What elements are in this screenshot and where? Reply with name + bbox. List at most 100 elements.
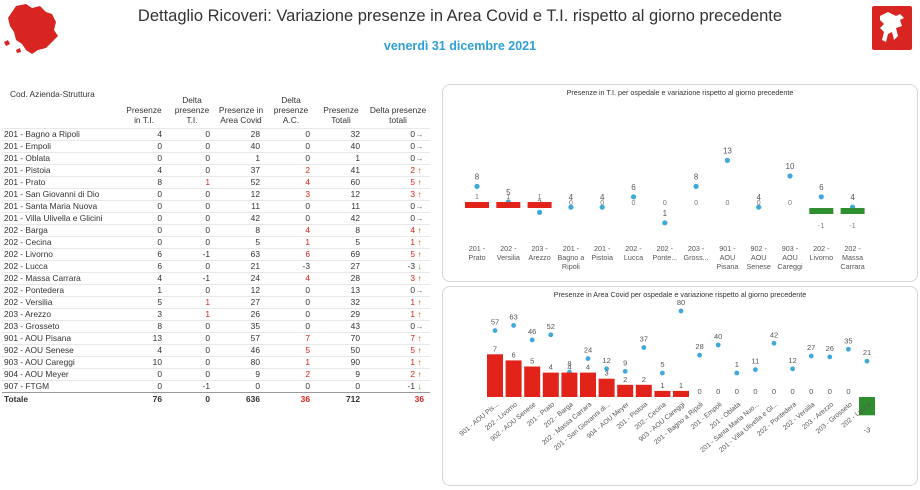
ti-presence-point[interactable]	[818, 194, 824, 200]
arrow-down-icon: ↓	[417, 260, 422, 271]
covid-delta-bar[interactable]	[617, 384, 634, 397]
cell-dac: 4	[266, 271, 316, 284]
covid-presence-point[interactable]	[808, 353, 814, 359]
covid-presence-point[interactable]	[753, 367, 758, 373]
cell-dtot: 1 ↑	[366, 355, 430, 368]
column-header[interactable]: Presenze in Area Covid	[218, 104, 264, 125]
table-row[interactable]: 901 - AOU Pisana 13 0 57 7 70 7 ↑	[2, 331, 430, 344]
covid-presence-point[interactable]	[660, 370, 665, 376]
table-row[interactable]: 201 - Bagno a Ripoli 4 0 28 0 32 0→	[2, 127, 430, 140]
table-row[interactable]: 202 - Livorno 6 -1 63 6 69 5 ↑	[2, 247, 430, 260]
table-row[interactable]: 904 - AOU Meyer 0 0 9 2 9 2 ↑	[2, 367, 430, 380]
ti-delta-bar[interactable]	[465, 202, 489, 208]
covid-presence-point[interactable]	[715, 342, 721, 348]
arrow-up-icon: ↑	[417, 308, 422, 319]
covid-presence-point[interactable]	[864, 358, 870, 364]
table-row[interactable]: 902 - AOU Senese 4 0 46 5 50 5 ↑	[2, 343, 430, 356]
table-row[interactable]: 203 - Grosseto 8 0 35 0 43 0→	[2, 319, 430, 332]
table-row[interactable]: 201 - Santa Maria Nuova 0 0 11 0 11 0→	[2, 199, 430, 212]
table-row[interactable]: 202 - Massa Carrara 4 -1 24 4 28 3 ↑	[2, 271, 430, 284]
column-header[interactable]: Presenze in T.I.	[126, 104, 162, 125]
table-row[interactable]: 201 - Pistoia 4 0 37 2 41 2 ↑	[2, 163, 430, 176]
cell-ac: 11	[216, 199, 266, 212]
table-row[interactable]: 907 - FTGM 0 -1 0 0 0 -1 ↓	[2, 379, 430, 392]
table-row[interactable]: 903 - AOU Careggi 10 0 80 1 90 1 ↑	[2, 355, 430, 368]
delta-total-value: 5	[410, 344, 415, 355]
covid-delta-bar[interactable]	[635, 384, 652, 397]
ti-presence-point[interactable]	[568, 204, 574, 210]
covid-chart-title: Presenze in Area Covid per ospedale e va…	[553, 290, 807, 299]
cell-dti: 0	[168, 187, 216, 200]
ti-presence-point[interactable]	[693, 183, 699, 189]
column-header[interactable]: Delta presenze T.I.	[174, 94, 210, 125]
table-row[interactable]: 201 - Empoli 0 0 40 0 40 0→	[2, 139, 430, 152]
covid-presence-point[interactable]	[492, 328, 498, 333]
column-header[interactable]: Delta presenze totali	[369, 104, 427, 125]
table-row[interactable]: 202 - Lucca 6 0 21 -3 27 -3 ↓	[2, 259, 430, 272]
covid-presence-point[interactable]	[846, 346, 851, 352]
covid-presence-point[interactable]	[790, 366, 795, 372]
table-total-row[interactable]: Totale 76 0 636 36 712 36	[2, 391, 430, 406]
ti-presence-point[interactable]	[724, 157, 730, 163]
covid-delta-bar[interactable]	[487, 354, 503, 397]
ti-presence-point[interactable]	[474, 183, 480, 189]
table-row[interactable]: 201 - Villa Ulivella e Glicini 0 0 42 0 42 0→	[2, 211, 430, 224]
column-header[interactable]: Cod. Azienda-Struttura	[10, 89, 95, 99]
cell-ac: 37	[216, 163, 266, 176]
cell-tot: 42	[316, 211, 366, 224]
covid-presence-point[interactable]	[604, 366, 609, 372]
cell-dtot: 0→	[366, 151, 430, 164]
covid-delta-label: -3	[864, 425, 871, 434]
covid-presence-label: 1	[735, 360, 739, 369]
covid-presence-point[interactable]	[529, 337, 535, 343]
covid-delta-bar[interactable]	[859, 397, 875, 416]
covid-presence-point[interactable]	[585, 356, 591, 361]
ti-delta-bar[interactable]	[496, 202, 521, 208]
covid-delta-bar[interactable]	[524, 366, 541, 398]
covid-presence-point[interactable]	[548, 332, 554, 338]
table-row[interactable]: 203 - Arezzo 3 1 26 0 29 1 ↑	[2, 307, 430, 320]
arrow-up-icon: ↑	[417, 188, 422, 199]
covid-delta-bar[interactable]	[505, 360, 522, 397]
covid-delta-bar[interactable]	[542, 372, 559, 397]
covid-presence-point[interactable]	[771, 340, 777, 346]
covid-presence-point[interactable]	[641, 345, 647, 350]
cell-ti: 8	[120, 319, 168, 332]
covid-presence-point[interactable]	[622, 368, 628, 374]
covid-presence-point[interactable]	[827, 354, 833, 360]
column-header[interactable]: Delta presenze A.C.	[273, 94, 309, 125]
table-row[interactable]: 201 - Prato 8 1 52 4 60 5 ↑	[2, 175, 430, 188]
table-row[interactable]: 202 - Cecina 0 0 5 1 5 1 ↑	[2, 235, 430, 248]
ti-delta-bar[interactable]	[527, 202, 552, 208]
ti-presence-point[interactable]	[599, 204, 605, 210]
covid-delta-bar[interactable]	[654, 390, 671, 397]
covid-presence-point[interactable]	[734, 370, 740, 376]
cell-ti: 4	[120, 127, 168, 140]
ti-presence-point[interactable]	[630, 194, 637, 200]
cell-tot: 29	[316, 307, 366, 320]
cell-tot: 40	[316, 139, 366, 152]
covid-presence-point[interactable]	[511, 323, 516, 328]
ti-presence-point[interactable]	[662, 220, 668, 226]
ti-delta-bar[interactable]	[809, 208, 834, 214]
table-row[interactable]: 201 - Oblata 0 0 1 0 1 0→	[2, 151, 430, 164]
table-row[interactable]: 201 - San Giovanni di Dio 0 0 12 3 12 3 ↑	[2, 187, 430, 200]
covid-presence-point[interactable]	[697, 352, 702, 358]
table-row[interactable]: 202 - Barga 0 0 8 4 8 4 ↑	[2, 223, 430, 236]
delta-total-value: 2	[410, 164, 415, 175]
covid-delta-bar[interactable]	[580, 372, 596, 397]
ti-presence-point[interactable]	[756, 204, 762, 210]
covid-delta-bar[interactable]	[561, 372, 578, 397]
ti-category-label: 202 -	[500, 244, 517, 253]
table-row[interactable]: 202 - Pontedera 1 0 12 0 13 0→	[2, 283, 430, 296]
ti-category-label: Prato	[468, 253, 485, 262]
ti-presence-point[interactable]	[787, 173, 793, 179]
table-row[interactable]: 202 - Versilia 5 1 27 0 32 1 ↑	[2, 295, 430, 308]
covid-delta-bar[interactable]	[598, 378, 615, 397]
column-header[interactable]: Presenze Totali	[323, 104, 359, 125]
covid-delta-bar[interactable]	[673, 390, 689, 397]
ti-delta-bar[interactable]	[840, 208, 865, 214]
covid-presence-point[interactable]	[678, 308, 684, 314]
ti-presence-point[interactable]	[537, 209, 543, 215]
